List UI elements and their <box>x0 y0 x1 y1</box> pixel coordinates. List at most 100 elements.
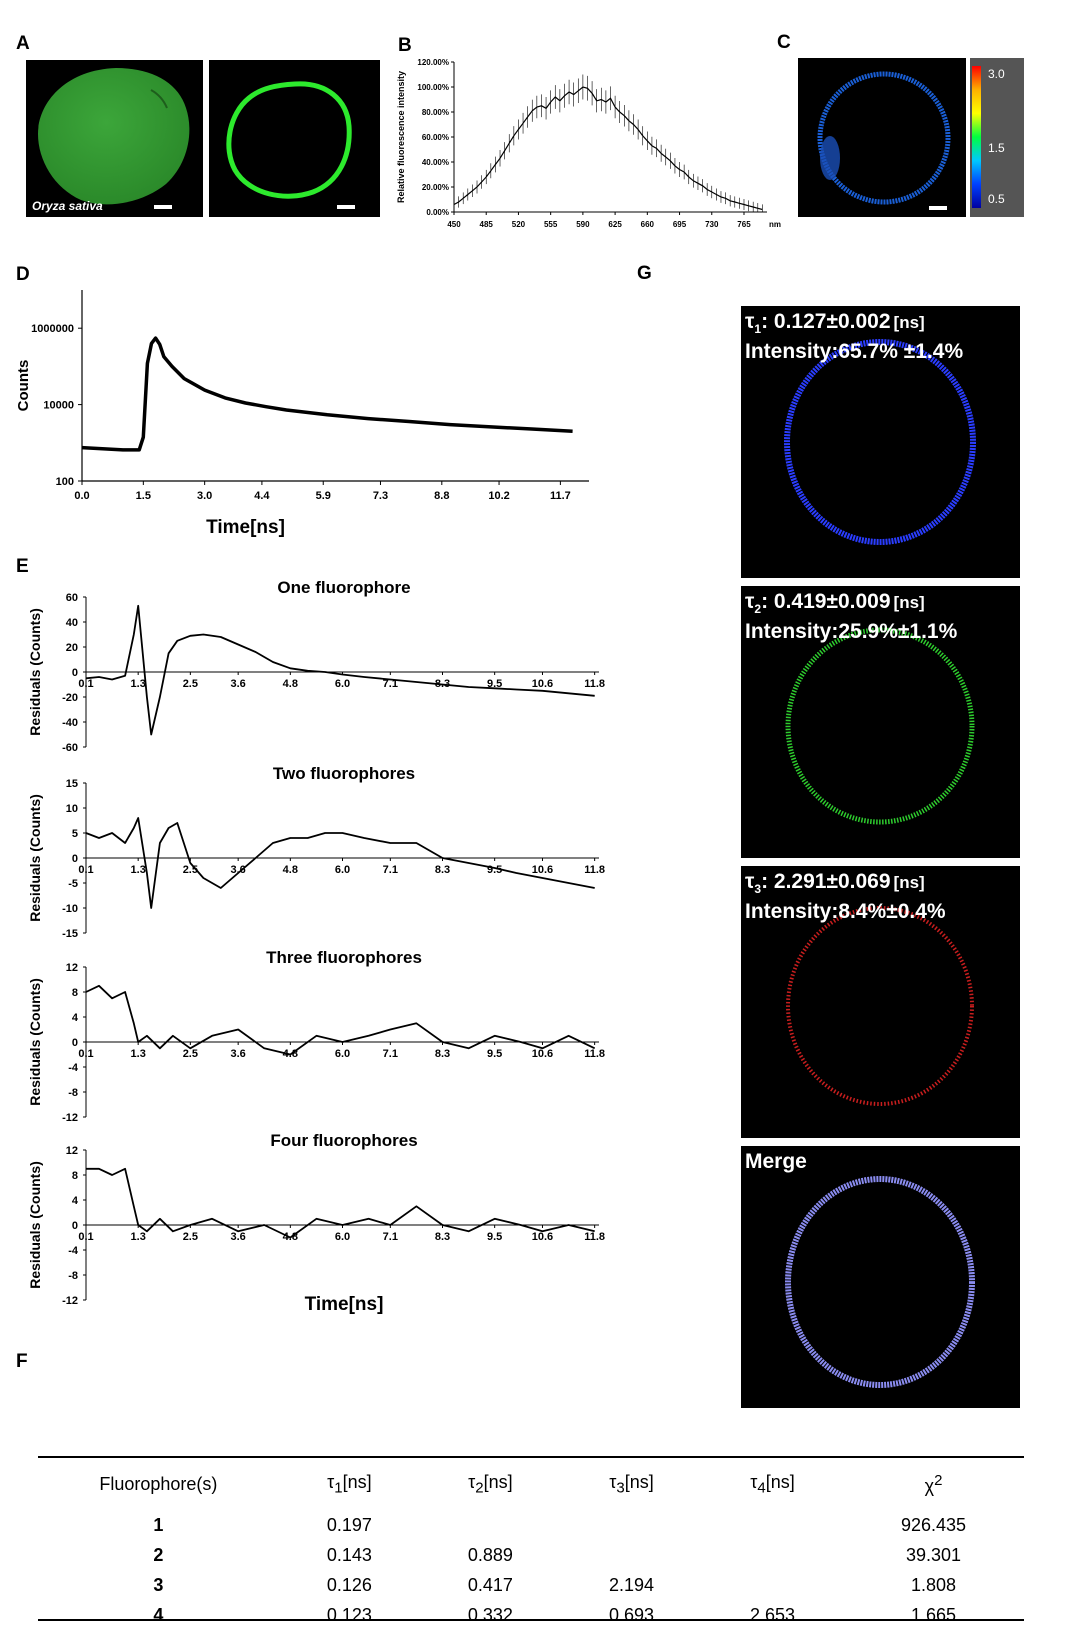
x-tick-label: 10.2 <box>488 490 509 502</box>
tau2-image: τ2: 0.419±0.009 [ns] Intensity:25.9%±1.1% <box>741 586 1020 858</box>
x-tick-label: 625 <box>608 220 622 229</box>
y-tick-label: 5 <box>72 828 78 840</box>
y-tick-label: 20 <box>66 642 78 654</box>
y-tick-label: 0 <box>72 667 78 679</box>
residual-line <box>85 817 595 909</box>
x-tick-label: 6.0 <box>335 1048 350 1060</box>
col-header: χ2 <box>924 1471 943 1496</box>
table-cell: 3 <box>153 1574 164 1595</box>
y-tick-label: 20.00% <box>422 183 449 192</box>
x-tick-label: 3.6 <box>231 678 246 690</box>
x-tick-label: 0.1 <box>78 1231 93 1243</box>
colorbar-tick-high: 3.0 <box>988 67 1005 81</box>
y-tick-label: 60.00% <box>422 133 449 142</box>
col-header: τ2[ns] <box>468 1471 513 1497</box>
tau2-label: τ2: 0.419±0.009 [ns] <box>745 590 925 617</box>
table-cell: 0.417 <box>467 1574 513 1595</box>
y-tick-label: 12 <box>66 1145 78 1157</box>
x-tick-label: 8.3 <box>435 864 450 876</box>
subplot-title: Two fluorophores <box>273 764 415 783</box>
x-tick-label: 1.3 <box>131 678 146 690</box>
table-row: 4 0.123 0.332 0.693 2.653 1.665 <box>38 1600 1024 1630</box>
x-tick-label: 2.5 <box>183 1231 198 1243</box>
y-tick-label: 0 <box>72 853 78 865</box>
y-tick-label: 100.00% <box>417 83 449 92</box>
micrograph-cell-brightfield: Oryza sativa <box>26 60 203 217</box>
x-tick-label: 7.3 <box>373 490 388 502</box>
colorbar <box>972 66 981 208</box>
y-tick-label: 1000000 <box>31 323 74 335</box>
y-tick-label: -4 <box>68 1245 79 1257</box>
x-tick-label: 485 <box>480 220 494 229</box>
merge-label: Merge <box>745 1150 807 1173</box>
y-tick-label: -8 <box>68 1270 78 1282</box>
x-tick-label: 0.1 <box>78 864 93 876</box>
residual-line <box>85 984 596 1056</box>
table-cell: 0.126 <box>326 1574 372 1595</box>
table-cell: 0.889 <box>467 1544 513 1565</box>
y-tick-label: 10000 <box>43 400 74 412</box>
y-tick-label: 40 <box>66 617 78 629</box>
x-tick-label: 10.6 <box>532 678 553 690</box>
x-tick-label: 695 <box>673 220 687 229</box>
x-tick-label: 0.1 <box>78 678 93 690</box>
table-cell: 0.123 <box>326 1604 372 1625</box>
table-cell: 0.143 <box>326 1544 372 1565</box>
x-unit-label: nm <box>769 220 781 229</box>
x-tick-label: 3.0 <box>197 490 212 502</box>
y-tick-label: 0 <box>72 1037 78 1049</box>
x-tick-label: 5.9 <box>316 490 331 502</box>
x-tick-label: 11.8 <box>584 1048 605 1060</box>
y-tick-label: 4 <box>72 1195 79 1207</box>
y-axis-label: Residuals (Counts) <box>27 794 43 922</box>
table-cell <box>702 1570 843 1600</box>
decay-line <box>81 336 573 452</box>
panel-label-b: B <box>398 35 412 56</box>
y-tick-label: 80.00% <box>422 108 449 117</box>
x-tick-label: 9.5 <box>487 678 502 690</box>
tau1-image: τ1: 0.127±0.002 [ns] Intensity:65.7% ±1.4… <box>741 306 1020 578</box>
col-header: τ4[ns] <box>750 1471 795 1497</box>
x-tick-label: 7.1 <box>383 678 398 690</box>
table-cell <box>561 1510 702 1540</box>
x-tick-label: 3.6 <box>231 1048 246 1060</box>
tau3-label: τ3: 2.291±0.069 [ns] <box>745 870 925 897</box>
table-cell: 2 <box>153 1544 164 1565</box>
x-tick-label: 590 <box>576 220 590 229</box>
col-header: Fluorophore(s) <box>99 1473 218 1494</box>
y-tick-label: 8 <box>72 987 78 999</box>
x-tick-label: 6.0 <box>335 864 350 876</box>
y-tick-label: 0.00% <box>426 208 449 217</box>
subplot-title: One fluorophore <box>277 578 410 597</box>
panel-label-f: F <box>16 1351 28 1372</box>
y-tick-label: 40.00% <box>422 158 449 167</box>
colorbar-tick-mid: 1.5 <box>988 141 1005 155</box>
tau1-intensity: Intensity:65.7% ±1.4% <box>745 340 964 363</box>
x-tick-label: 3.6 <box>231 864 246 876</box>
x-tick-label: 450 <box>447 220 461 229</box>
col-header: τ1[ns] <box>327 1471 372 1497</box>
table-cell: 0.332 <box>467 1604 513 1625</box>
x-tick-label: 7.1 <box>383 1048 398 1060</box>
y-tick-label: 60 <box>66 592 78 604</box>
table-cell <box>561 1540 702 1570</box>
tau1-label: τ1: 0.127±0.002 [ns] <box>745 310 925 337</box>
table-cell: 2.194 <box>608 1574 654 1595</box>
x-tick-label: 3.6 <box>231 1231 246 1243</box>
table-cell: 0.197 <box>326 1514 372 1535</box>
species-label: Oryza sativa <box>32 199 103 213</box>
spectrum-chart: 0.00% 20.00% 40.00% 60.00% 80.00% 100.00% 120.… <box>396 58 781 229</box>
table-cell: 1.665 <box>911 1604 957 1625</box>
y-axis-label: Counts <box>15 360 32 412</box>
y-tick-label: -40 <box>62 717 78 729</box>
lifetime-image <box>798 58 966 217</box>
table-row: 1 0.197 926.435 <box>38 1510 1024 1540</box>
x-tick-label: 765 <box>737 220 751 229</box>
merge-image: Merge <box>741 1146 1020 1408</box>
y-axis-label: Relative fluorescence intensity <box>396 71 406 203</box>
x-tick-label: 10.6 <box>532 1048 553 1060</box>
tau3-image: τ3: 2.291±0.069 [ns] Intensity:8.4%±0.4% <box>741 866 1020 1138</box>
y-tick-label: 4 <box>72 1012 79 1024</box>
y-tick-label: -15 <box>62 928 78 940</box>
